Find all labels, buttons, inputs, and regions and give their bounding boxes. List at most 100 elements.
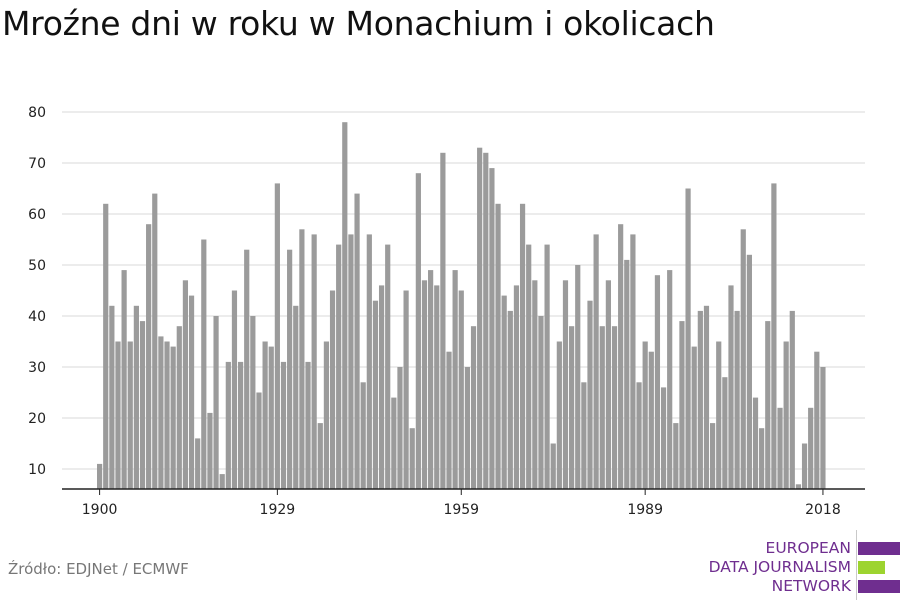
bar-1992[interactable]	[660, 387, 667, 489]
bar-1988[interactable]	[636, 382, 642, 489]
bar-1989[interactable]	[642, 341, 648, 490]
bar-1960[interactable]	[464, 367, 470, 489]
bar-1976[interactable]	[562, 280, 569, 489]
bar-1925[interactable]	[250, 316, 256, 489]
bar-1945[interactable]	[372, 300, 379, 489]
bar-1936[interactable]	[317, 423, 323, 489]
bar-1943[interactable]	[360, 382, 366, 489]
bar-1927[interactable]	[262, 341, 268, 490]
bar-2005[interactable]	[740, 229, 746, 490]
bar-1954[interactable]	[428, 270, 434, 489]
bar-1937[interactable]	[323, 341, 330, 490]
bar-1932[interactable]	[293, 305, 299, 489]
bar-1924[interactable]	[244, 249, 250, 489]
bar-2016[interactable]	[808, 407, 814, 489]
bar-2013[interactable]	[789, 310, 795, 489]
bar-1997[interactable]	[691, 346, 697, 489]
bar-1977[interactable]	[569, 326, 575, 489]
bar-1995[interactable]	[679, 321, 685, 489]
bar-2011[interactable]	[777, 407, 783, 489]
bar-1906[interactable]	[133, 305, 139, 489]
bar-2017[interactable]	[814, 351, 820, 489]
bar-1946[interactable]	[378, 285, 385, 489]
bar-2001[interactable]	[716, 341, 722, 490]
bar-1902[interactable]	[109, 305, 115, 489]
bar-1910[interactable]	[158, 336, 164, 489]
bar-1990[interactable]	[648, 351, 654, 489]
bar-2014[interactable]	[795, 484, 802, 489]
bar-1900[interactable]	[97, 463, 103, 489]
bar-2007[interactable]	[752, 397, 759, 489]
bar-1920[interactable]	[219, 474, 225, 489]
bar-1901[interactable]	[103, 203, 109, 490]
bar-1934[interactable]	[305, 361, 311, 489]
bar-1918[interactable]	[207, 412, 213, 489]
bar-1926[interactable]	[256, 392, 262, 490]
bar-1981[interactable]	[593, 234, 599, 489]
bar-1922[interactable]	[231, 290, 238, 490]
bar-1955[interactable]	[434, 285, 440, 489]
bar-1978[interactable]	[575, 265, 581, 489]
bar-2009[interactable]	[765, 321, 771, 489]
bar-1928[interactable]	[268, 346, 274, 489]
bar-1949[interactable]	[397, 367, 403, 489]
bar-1929[interactable]	[274, 183, 280, 489]
bar-1933[interactable]	[299, 229, 305, 490]
bar-1961[interactable]	[470, 326, 477, 489]
bar-1996[interactable]	[685, 188, 691, 490]
bar-1905[interactable]	[127, 341, 133, 490]
bar-1983[interactable]	[605, 280, 611, 489]
bar-1980[interactable]	[587, 300, 593, 489]
bar-1915[interactable]	[188, 295, 195, 489]
bar-1974[interactable]	[550, 443, 556, 490]
edjnet-logo[interactable]: EUROPEAN DATA JOURNALISM NETWORK	[700, 530, 900, 600]
bar-1993[interactable]	[667, 270, 673, 489]
bar-1984[interactable]	[611, 326, 618, 489]
bar-2004[interactable]	[734, 310, 740, 489]
bar-1998[interactable]	[697, 310, 703, 489]
bar-1941[interactable]	[348, 234, 354, 489]
bar-1944[interactable]	[366, 234, 372, 489]
bar-1930[interactable]	[280, 361, 287, 489]
bar-1965[interactable]	[495, 203, 501, 490]
bar-1971[interactable]	[532, 280, 538, 489]
bar-1948[interactable]	[391, 397, 397, 489]
bar-1916[interactable]	[195, 438, 201, 489]
bar-2003[interactable]	[728, 285, 734, 489]
bar-1970[interactable]	[526, 244, 532, 489]
bar-1964[interactable]	[489, 168, 495, 489]
bar-1966[interactable]	[501, 295, 507, 489]
bar-2015[interactable]	[801, 443, 808, 490]
bar-1914[interactable]	[182, 280, 189, 489]
bar-1940[interactable]	[342, 122, 348, 489]
bar-1913[interactable]	[176, 326, 182, 489]
bar-1919[interactable]	[213, 316, 219, 489]
bar-1975[interactable]	[556, 341, 562, 490]
bar-1982[interactable]	[599, 326, 605, 489]
bar-1969[interactable]	[519, 203, 526, 490]
bar-1968[interactable]	[513, 285, 520, 489]
bar-1952[interactable]	[415, 173, 421, 489]
bar-1931[interactable]	[287, 249, 293, 489]
bar-1912[interactable]	[170, 346, 176, 489]
bar-1908[interactable]	[146, 224, 152, 489]
bar-2000[interactable]	[710, 423, 716, 489]
bar-1950[interactable]	[403, 290, 409, 490]
bar-1921[interactable]	[225, 361, 231, 489]
bar-1938[interactable]	[329, 290, 336, 490]
bar-1991[interactable]	[654, 275, 661, 489]
bar-1987[interactable]	[630, 234, 636, 489]
bar-1935[interactable]	[311, 234, 317, 489]
bar-1956[interactable]	[440, 152, 446, 490]
bar-1917[interactable]	[201, 239, 207, 490]
bar-1909[interactable]	[152, 193, 158, 489]
bar-1963[interactable]	[483, 152, 489, 490]
bar-1942[interactable]	[354, 193, 360, 489]
bar-1979[interactable]	[581, 382, 587, 489]
bar-1972[interactable]	[538, 316, 544, 489]
bar-1939[interactable]	[336, 244, 342, 489]
bar-1953[interactable]	[421, 280, 428, 489]
bar-1994[interactable]	[673, 423, 679, 489]
bar-1958[interactable]	[452, 270, 458, 489]
bar-1903[interactable]	[115, 341, 121, 490]
